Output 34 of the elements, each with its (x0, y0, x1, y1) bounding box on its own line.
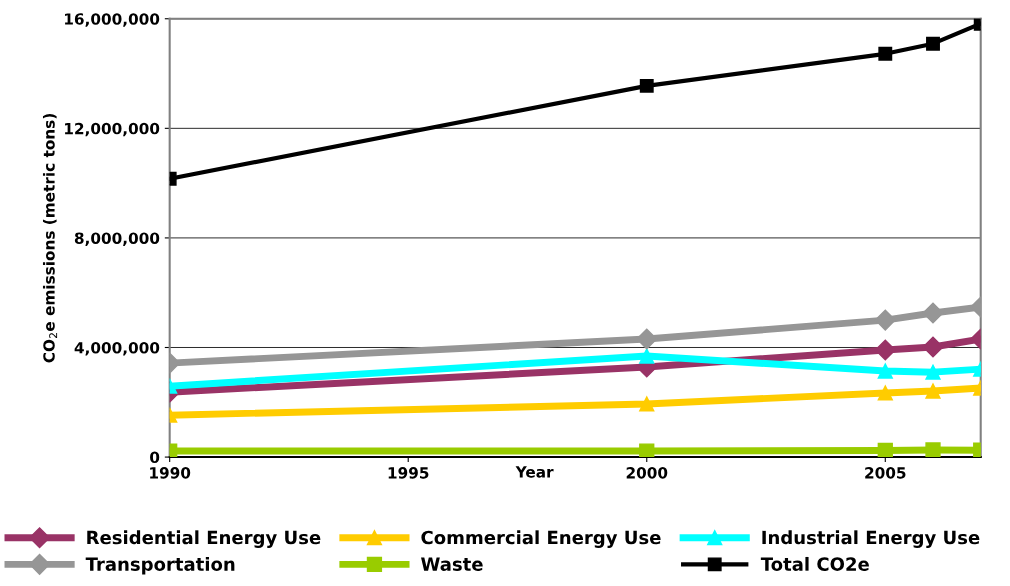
point (636, 328, 658, 350)
legend-label: Transportation (85, 556, 235, 575)
point (926, 36, 940, 51)
x-axis-title: Year (515, 466, 554, 478)
point (639, 443, 655, 458)
x-tick-label: 1990 (150, 467, 191, 479)
y-axis-title: CO$_{2}$e emissions (metric tons) (42, 114, 58, 363)
legend-label: Commercial Energy Use (421, 530, 661, 548)
point (925, 364, 941, 380)
y-tick-label: 8,000,000 (74, 232, 160, 246)
legend-label: Industrial Energy Use (762, 530, 980, 548)
point (874, 339, 896, 361)
point (922, 336, 944, 358)
y-tick-label: 4,000,000 (74, 341, 160, 356)
point (874, 309, 896, 331)
point (925, 383, 941, 399)
point (925, 442, 941, 458)
y-tick-label: 12,000,000 (65, 122, 160, 137)
point (878, 46, 893, 61)
y-tick-label: 0 (150, 451, 160, 464)
point (877, 442, 893, 458)
x-tick-label: 2005 (865, 467, 906, 479)
point (877, 385, 893, 401)
point (922, 302, 944, 324)
y-tick-label: 16,000,000 (65, 13, 160, 27)
x-tick-label: 2000 (626, 467, 668, 479)
legend-label: Total CO2e (760, 556, 869, 571)
x-tick-label: 1995 (388, 467, 429, 479)
point (639, 396, 655, 412)
point (877, 363, 893, 379)
legend-label: Waste (421, 557, 483, 571)
legend-label: Residential Energy Use (87, 530, 321, 548)
point (639, 348, 655, 364)
point (639, 78, 654, 93)
